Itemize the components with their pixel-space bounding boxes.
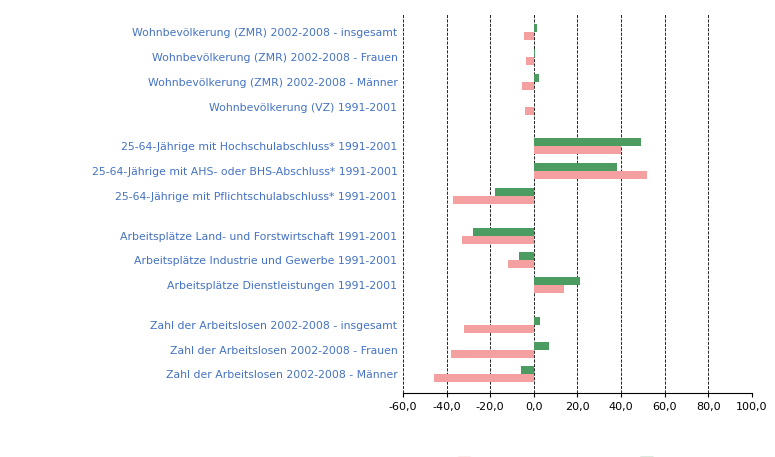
Bar (508, 260, 534, 268)
Bar (534, 342, 549, 350)
Bar (521, 367, 534, 374)
Bar (534, 163, 617, 171)
Bar (464, 325, 534, 333)
Bar (534, 24, 537, 32)
Bar (534, 49, 535, 57)
Bar (534, 74, 539, 82)
Bar (518, 252, 534, 260)
Bar (534, 277, 580, 285)
Bar (494, 188, 534, 196)
Bar (462, 236, 534, 244)
Bar (526, 57, 534, 65)
Bar (453, 196, 534, 204)
Bar (524, 32, 534, 40)
Bar (534, 146, 621, 154)
Bar (534, 138, 641, 146)
Bar (522, 82, 534, 90)
Bar (525, 106, 534, 115)
Bar (534, 317, 540, 325)
Bar (534, 171, 647, 179)
Bar (534, 285, 564, 293)
Bar (451, 350, 534, 357)
Bar (433, 374, 534, 383)
Bar (473, 228, 534, 236)
